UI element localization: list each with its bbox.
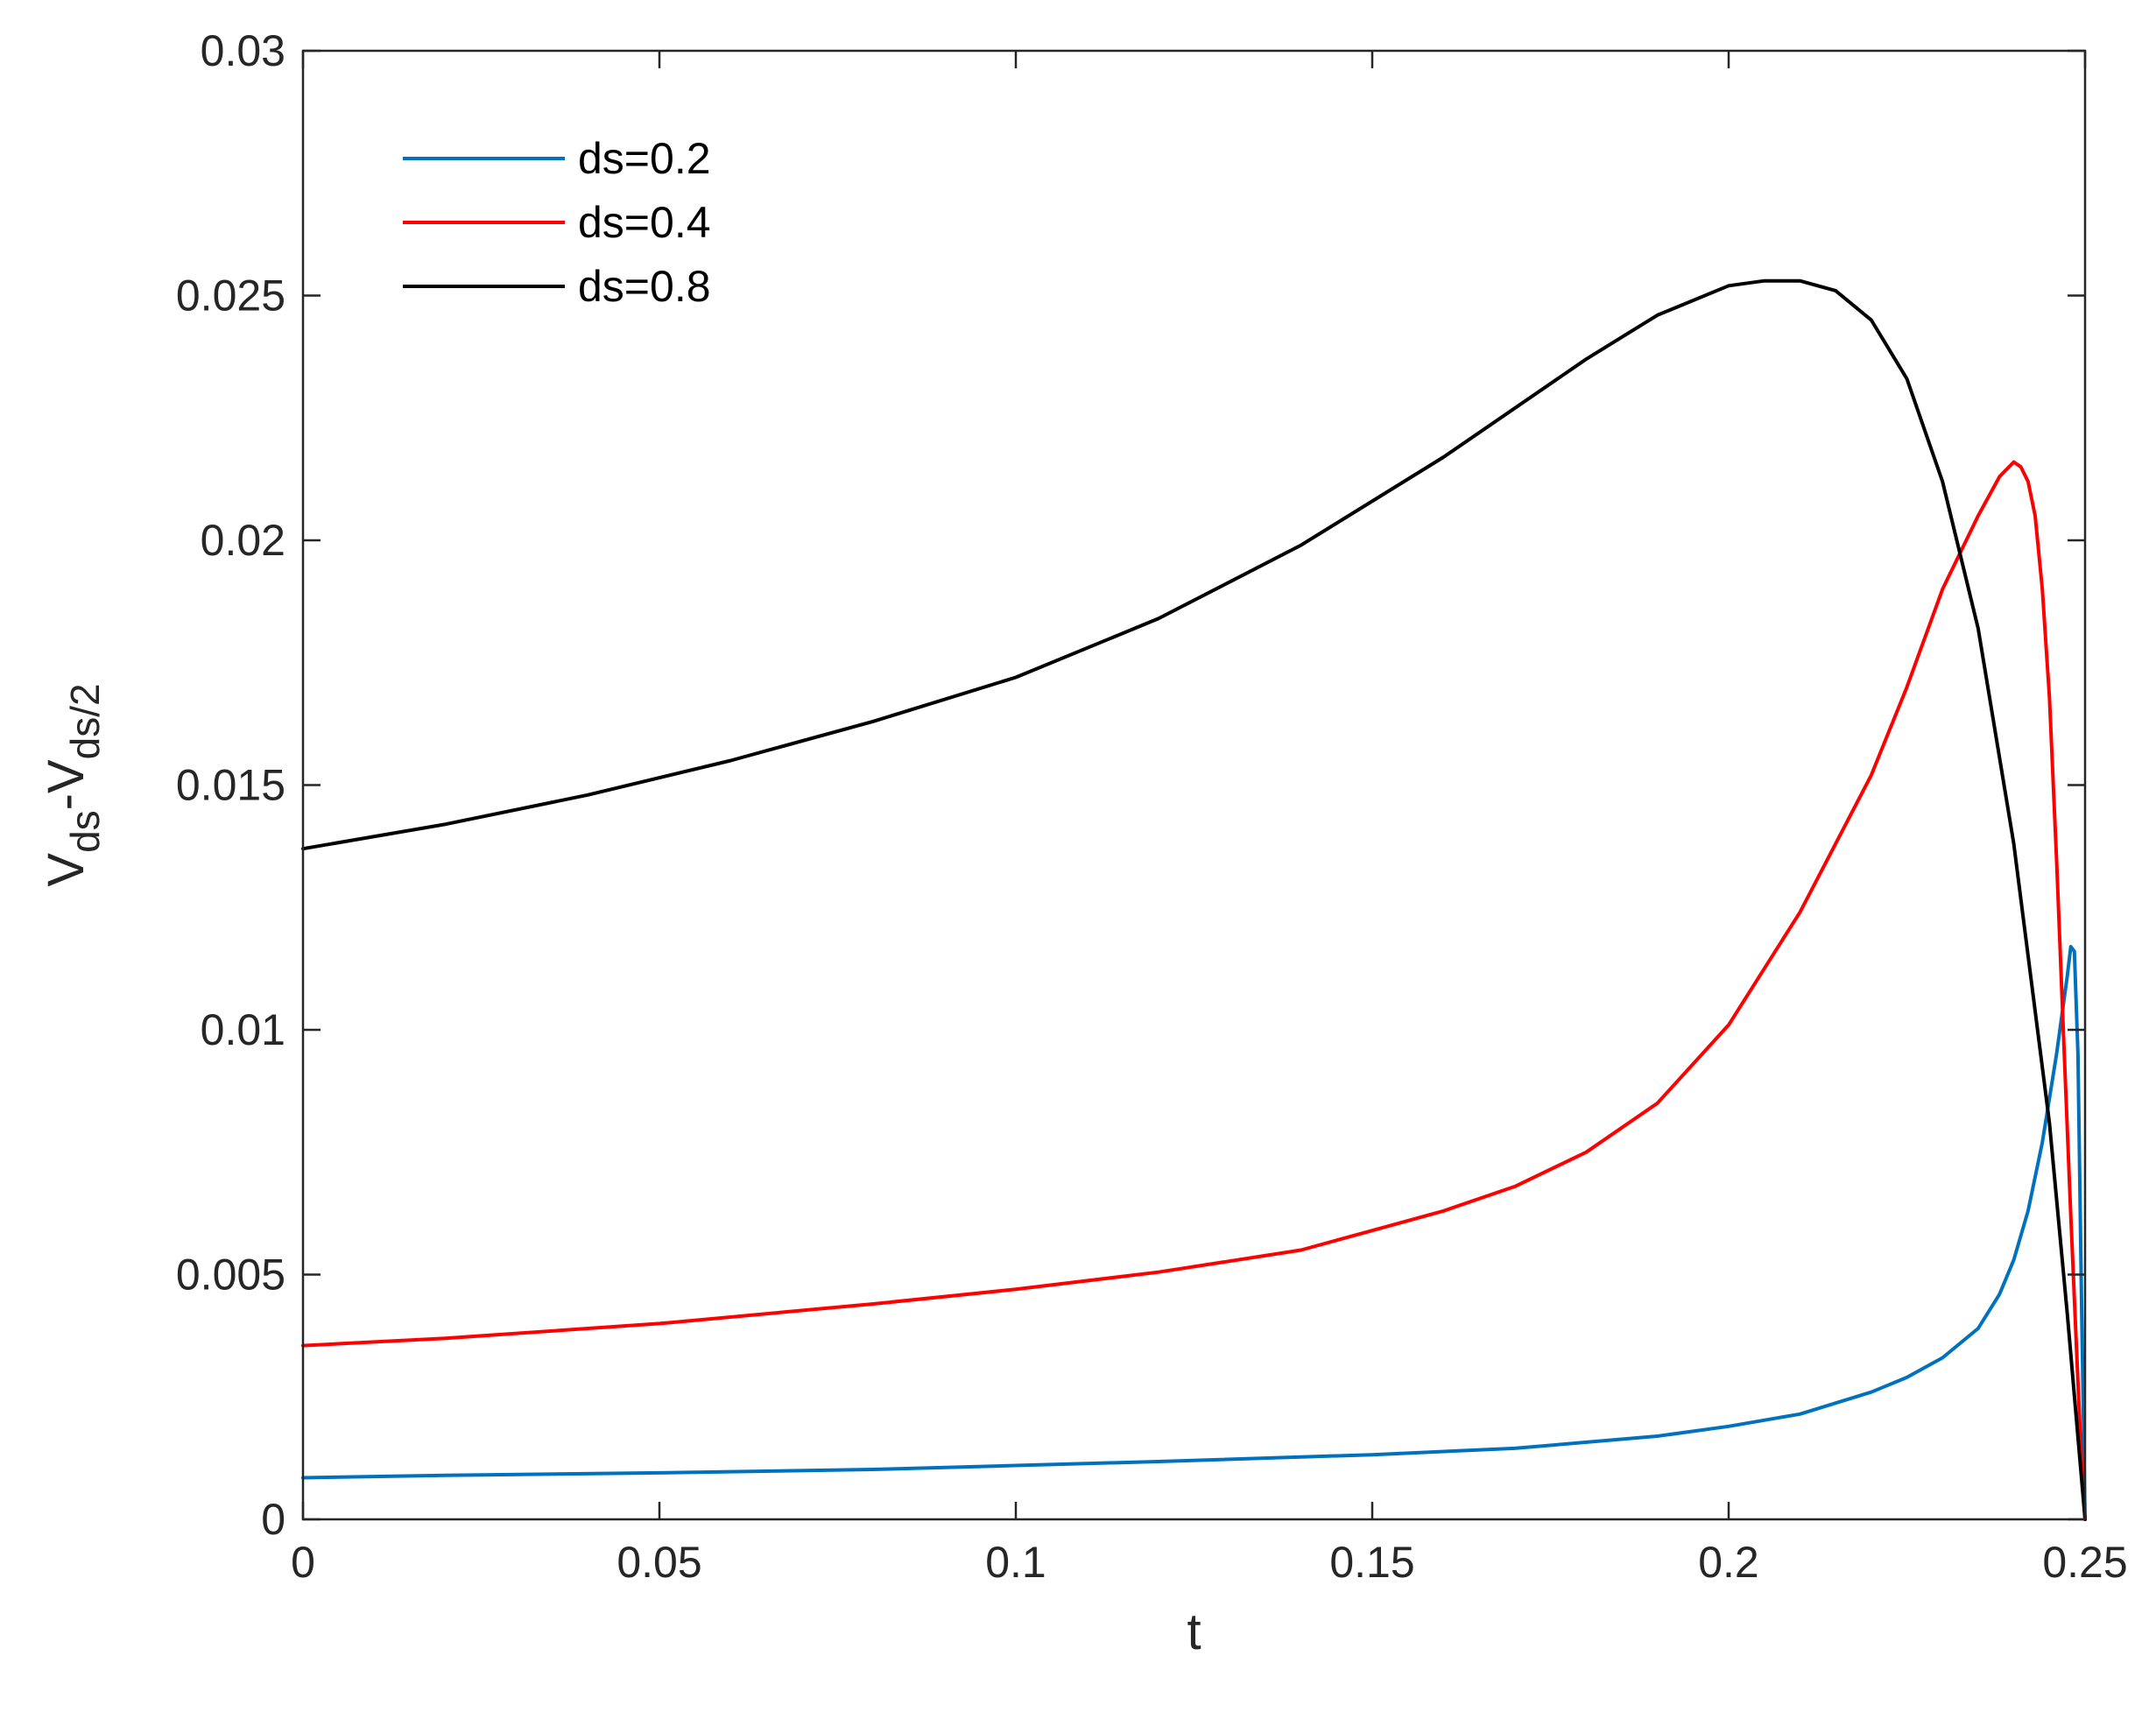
- series-line-3: [301, 278, 2087, 1521]
- series-layer: [301, 278, 2087, 1521]
- tick-labels: 0 0.05 0.1 0.15 0.2 0.25 0 0.005 0.01 0.015 0.02 0.…: [176, 26, 2128, 1587]
- x-tick-label: 0.2: [1698, 1538, 1759, 1587]
- x-tick-label: 0: [291, 1538, 315, 1587]
- y-axis-label: Vds-Vds/2: [38, 683, 108, 886]
- series-line-1: [301, 945, 2087, 1521]
- y-tick-label: 0.015: [176, 761, 285, 810]
- ticks-layer: [301, 49, 2087, 1521]
- x-tick-label: 0.15: [1329, 1538, 1414, 1587]
- legend-label-1: ds=0.2: [578, 134, 711, 183]
- y-axis-label-subscript: ds/2: [62, 683, 108, 759]
- legend-label-2: ds=0.4: [578, 198, 711, 247]
- y-tick-label: 0.005: [176, 1251, 285, 1300]
- y-tick-label: 0.025: [176, 271, 285, 321]
- x-axis-label: t: [1187, 1603, 1201, 1660]
- y-tick-label: 0.02: [201, 516, 285, 565]
- legend-label-3: ds=0.8: [578, 262, 711, 311]
- y-axis-label-subscript: ds: [62, 810, 108, 853]
- x-tick-label: 0.05: [617, 1538, 701, 1587]
- x-tick-label: 0.25: [2042, 1538, 2127, 1587]
- y-tick-label: 0.03: [201, 26, 285, 75]
- y-axis-label-main: V: [38, 853, 95, 887]
- y-tick-label: 0.01: [201, 1005, 285, 1054]
- y-tick-label: 0: [261, 1495, 285, 1544]
- x-tick-label: 0.1: [985, 1538, 1046, 1587]
- series-line-2: [301, 460, 2087, 1521]
- y-axis-label-main: -V: [38, 759, 95, 810]
- legend: ds=0.2 ds=0.4 ds=0.8: [403, 134, 711, 311]
